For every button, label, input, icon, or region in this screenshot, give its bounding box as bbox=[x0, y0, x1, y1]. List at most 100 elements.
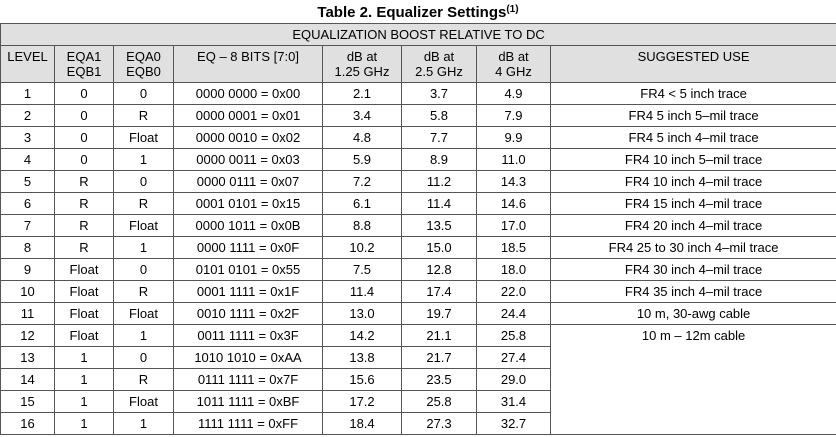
table-cell: Float bbox=[54, 302, 114, 325]
table-cell: 11.4 bbox=[401, 192, 477, 215]
table-row: 5 R 0 0000 0111 = 0x07 7.2 11.2 14.3 FR4 10 inc… bbox=[0, 170, 836, 193]
table-cell: 17.0 bbox=[476, 214, 551, 237]
table-cell: R bbox=[113, 280, 174, 303]
table-cell: Float bbox=[54, 280, 114, 303]
title-text: Table 2. Equalizer Settings bbox=[317, 4, 507, 21]
table-cell: 14 bbox=[0, 368, 55, 391]
table-cell: 2.1 bbox=[322, 82, 402, 105]
table-cell: 14.3 bbox=[476, 170, 551, 193]
table-cell: 1 bbox=[113, 412, 174, 435]
table-row: 12 Float 1 0011 1111 = 0x3F 14.2 21.1 25.8 10 m… bbox=[0, 324, 836, 435]
table-cell: 7.2 bbox=[322, 170, 402, 193]
table-cell: 0000 0000 = 0x00 bbox=[173, 82, 323, 105]
table-cell: 7 bbox=[0, 214, 55, 237]
table-cell: 0 bbox=[54, 148, 114, 171]
table-cell: 3.7 bbox=[401, 82, 477, 105]
header-line: 4 GHz bbox=[495, 64, 532, 79]
table-cell: 27.4 bbox=[476, 346, 551, 369]
table-cell: 8.9 bbox=[401, 148, 477, 171]
table-cell: 10 bbox=[0, 280, 55, 303]
table-cell: Float bbox=[54, 258, 114, 281]
column-header: EQA0 EQB0 bbox=[113, 45, 174, 83]
table-row: 10 Float R 0001 1111 = 0x1F 11.4 17.4 22.0 FR4 … bbox=[0, 280, 836, 303]
table-cell: R bbox=[113, 104, 174, 127]
table-cell: 25.8 bbox=[476, 324, 551, 347]
table-cell: 0 bbox=[113, 346, 174, 369]
table-cell: R bbox=[54, 170, 114, 193]
table-cell: 29.0 bbox=[476, 368, 551, 391]
table-cell: FR4 5 inch 4–mil trace bbox=[549, 126, 836, 149]
table-cell: 0 bbox=[113, 82, 174, 105]
header-line: 1.25 GHz bbox=[334, 64, 390, 79]
table-cell: 0000 1011 = 0x0B bbox=[173, 214, 323, 237]
column-header: dB at 4 GHz bbox=[476, 45, 551, 83]
table-cell: 27.3 bbox=[401, 412, 477, 435]
header-line: EQB0 bbox=[126, 64, 161, 79]
table-cell: 16 bbox=[0, 412, 55, 435]
equalizer-table: EQUALIZATION BOOST RELATIVE TO DC LEVEL E… bbox=[0, 23, 836, 435]
table-cell: 5 bbox=[0, 170, 55, 193]
column-header: dB at 2.5 GHz bbox=[401, 45, 477, 83]
table-cell: 0000 0001 = 0x01 bbox=[173, 104, 323, 127]
table-cell: R bbox=[54, 214, 114, 237]
table-cell: R bbox=[113, 368, 174, 391]
table-row: 7 R Float 0000 1011 = 0x0B 8.8 13.5 17.0 FR4 20… bbox=[0, 214, 836, 237]
table-cell: 5.8 bbox=[401, 104, 477, 127]
table-cell: 7.5 bbox=[322, 258, 402, 281]
table-cell: 1 bbox=[0, 82, 55, 105]
table-cell: 2 bbox=[0, 104, 55, 127]
header-line: dB at bbox=[346, 49, 378, 64]
table-row: 15 1 Float 1011 1111 = 0xBF 17.2 25.8 31.4 bbox=[0, 390, 836, 413]
table-row: 16 1 1 1111 1111 = 0xFF 18.4 27.3 32.7 bbox=[0, 412, 836, 435]
table-cell: FR4 25 to 30 inch 4–mil trace bbox=[549, 236, 836, 259]
table-cell: 11.2 bbox=[401, 170, 477, 193]
table-cell: 0001 0101 = 0x15 bbox=[173, 192, 323, 215]
table-cell: 3 bbox=[0, 126, 55, 149]
table-cell: 0000 0011 = 0x03 bbox=[173, 148, 323, 171]
header-line: EQA1 bbox=[66, 49, 102, 64]
table-row: 9 Float 0 0101 0101 = 0x55 7.5 12.8 18.0 FR4 30… bbox=[0, 258, 836, 281]
table-cell: 6 bbox=[0, 192, 55, 215]
table-cell: FR4 30 inch 4–mil trace bbox=[549, 258, 836, 281]
header-line: 2.5 GHz bbox=[415, 64, 463, 79]
table-cell: 1 bbox=[113, 148, 174, 171]
table-cell: 12.8 bbox=[401, 258, 477, 281]
table-cell: 15.6 bbox=[322, 368, 402, 391]
table-cell: 31.4 bbox=[476, 390, 551, 413]
table-cell: 1 bbox=[54, 346, 114, 369]
table-cell: 9 bbox=[0, 258, 55, 281]
table-cell: FR4 5 inch 5–mil trace bbox=[549, 104, 836, 127]
table-cell: FR4 15 inch 4–mil trace bbox=[549, 192, 836, 215]
table-cell: Float bbox=[54, 324, 114, 347]
table-cell: 15.0 bbox=[401, 236, 477, 259]
table-cell: 19.7 bbox=[401, 302, 477, 325]
table-cell: 0 bbox=[113, 170, 174, 193]
table-row: 2 0 R 0000 0001 = 0x01 3.4 5.8 7.9 FR4 5 inch 5… bbox=[0, 104, 836, 127]
table-row: 1 0 0 0000 0000 = 0x00 2.1 3.7 4.9 FR4 < 5 inch… bbox=[0, 82, 836, 105]
table-cell: Float bbox=[113, 390, 174, 413]
table-cell: FR4 < 5 inch trace bbox=[549, 82, 836, 105]
table-cell: 11.0 bbox=[476, 148, 551, 171]
table-cell: 0010 1111 = 0x2F bbox=[173, 302, 323, 325]
table-cell: 9.9 bbox=[476, 126, 551, 149]
table-cell: 15 bbox=[0, 390, 55, 413]
table-cell: FR4 20 inch 4–mil trace bbox=[549, 214, 836, 237]
table-cell: 21.1 bbox=[401, 324, 477, 347]
table-cell: 13.8 bbox=[322, 346, 402, 369]
table-row: 4 0 1 0000 0011 = 0x03 5.9 8.9 11.0 FR4 10 inch… bbox=[0, 148, 836, 171]
table-cell: 8.8 bbox=[322, 214, 402, 237]
table-cell: Float bbox=[113, 126, 174, 149]
table-cell: 3.4 bbox=[322, 104, 402, 127]
table-row: 11 Float Float 0010 1111 = 0x2F 13.0 19.7 24.4… bbox=[0, 302, 836, 325]
table-cell: 1 bbox=[54, 368, 114, 391]
table-cell: 24.4 bbox=[476, 302, 551, 325]
table-cell: 18.0 bbox=[476, 258, 551, 281]
table-cell: Float bbox=[113, 302, 174, 325]
header-line: SUGGESTED USE bbox=[637, 49, 750, 64]
table-cell: 0 bbox=[54, 126, 114, 149]
table-cell: FR4 10 inch 5–mil trace bbox=[549, 148, 836, 171]
table-cell: 0011 1111 = 0x3F bbox=[173, 324, 323, 347]
table-cell: 23.5 bbox=[401, 368, 477, 391]
column-header: dB at 1.25 GHz bbox=[322, 45, 402, 83]
